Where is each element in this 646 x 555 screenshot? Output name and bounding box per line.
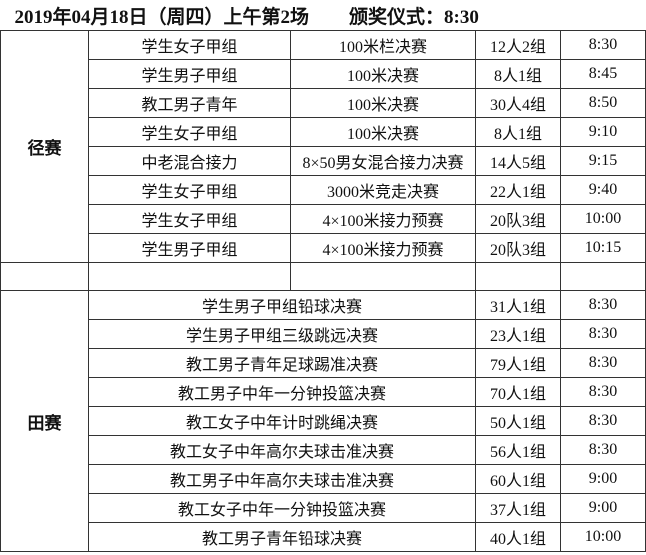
time: 8:30 (559, 30, 646, 60)
event: 教工男子中年高尔夫球击准决赛 (88, 464, 476, 494)
time: 8:30 (559, 319, 646, 349)
empty-cell (0, 262, 89, 291)
event: 学生男子甲组三级跳远决赛 (88, 319, 476, 349)
time: 9:10 (559, 117, 646, 147)
event: 学生男子甲组铅球决赛 (88, 290, 476, 320)
field-row: 教工女子中年高尔夫球击准决赛 56人1组 8:30 (1, 435, 646, 465)
count: 8人1组 (475, 59, 561, 89)
count: 40人1组 (475, 522, 561, 552)
count: 12人2组 (475, 30, 561, 60)
track-row: 教工男子青年 100米决赛 30人4组 8:50 (1, 88, 646, 118)
field-row: 教工男子青年足球踢准决赛 79人1组 8:30 (1, 348, 646, 378)
ceremony: 颁奖仪式：8:30 (349, 6, 479, 28)
count: 14人5组 (475, 146, 561, 176)
event: 教工男子中年一分钟投篮决赛 (88, 377, 476, 407)
track-row: 学生女子甲组 3000米竞走决赛 22人1组 9:40 (1, 175, 646, 205)
section-label: 田赛 (0, 290, 89, 552)
count: 23人1组 (475, 319, 561, 349)
track-row: 径赛 学生女子甲组 100米栏决赛 12人2组 8:30 (0, 30, 646, 263)
count: 79人1组 (475, 348, 561, 378)
empty-cell (88, 262, 291, 291)
count: 20队3组 (475, 204, 561, 234)
event: 100米决赛 (290, 117, 476, 147)
empty-cell (475, 262, 561, 291)
time: 9:00 (559, 464, 646, 494)
event: 4×100米接力预赛 (290, 204, 476, 234)
field-row: 教工女子中年一分钟投篮决赛 37人1组 9:00 (1, 493, 646, 523)
event: 8×50男女混合接力决赛 (290, 146, 476, 176)
group: 中老混合接力 (88, 146, 291, 176)
time: 8:30 (559, 290, 646, 320)
count: 20队3组 (475, 233, 561, 263)
track-row: 中老混合接力 8×50男女混合接力决赛 14人5组 9:15 (1, 146, 646, 176)
time: 10:00 (559, 204, 646, 234)
event: 教工男子青年铅球决赛 (88, 522, 476, 552)
group: 学生女子甲组 (88, 30, 291, 60)
field-row: 教工男子中年高尔夫球击准决赛 60人1组 9:00 (1, 464, 646, 494)
count: 22人1组 (475, 175, 561, 205)
group: 学生女子甲组 (88, 117, 291, 147)
header-row: 2019年04月18日（周四）上午第2场 颁奖仪式：8:30 (1, 0, 646, 31)
count: 31人1组 (475, 290, 561, 320)
group: 学生男子甲组 (88, 59, 291, 89)
time: 8:30 (559, 435, 646, 465)
event: 教工女子中年高尔夫球击准决赛 (88, 435, 476, 465)
time: 8:30 (559, 348, 646, 378)
event: 教工男子青年足球踢准决赛 (88, 348, 476, 378)
title: 2019年04月18日（周四）上午第2场 (14, 6, 310, 28)
group: 学生女子甲组 (88, 175, 291, 205)
event: 教工女子中年一分钟投篮决赛 (88, 493, 476, 523)
event: 教工女子中年计时跳绳决赛 (88, 406, 476, 436)
header: 2019年04月18日（周四）上午第2场 颁奖仪式：8:30 (1, 0, 646, 31)
time: 8:50 (559, 88, 646, 118)
event: 4×100米接力预赛 (290, 233, 476, 263)
time: 10:00 (559, 522, 646, 552)
group: 教工男子青年 (88, 88, 291, 118)
time: 8:30 (559, 377, 646, 407)
field-row: 学生男子甲组三级跳远决赛 23人1组 8:30 (1, 319, 646, 349)
event: 100米决赛 (290, 59, 476, 89)
time: 9:40 (559, 175, 646, 205)
field-row: 教工女子中年计时跳绳决赛 50人1组 8:30 (1, 406, 646, 436)
count: 56人1组 (475, 435, 561, 465)
track-row: 学生女子甲组 4×100米接力预赛 20队3组 10:00 (1, 204, 646, 234)
count: 30人4组 (475, 88, 561, 118)
time: 8:45 (559, 59, 646, 89)
track-row: 学生女子甲组 100米决赛 8人1组 9:10 (1, 117, 646, 147)
field-row: 田赛 学生男子甲组铅球决赛 31人1组 8:30 (0, 290, 646, 552)
group: 学生男子甲组 (88, 233, 291, 263)
count: 50人1组 (475, 406, 561, 436)
track-row: 学生男子甲组 100米决赛 8人1组 8:45 (1, 59, 646, 89)
time: 9:15 (559, 146, 646, 176)
count: 70人1组 (475, 377, 561, 407)
count: 37人1组 (475, 493, 561, 523)
section-label: 径赛 (0, 30, 89, 263)
count: 8人1组 (475, 117, 561, 147)
field-row: 教工男子青年铅球决赛 40人1组 10:00 (1, 522, 646, 552)
count: 60人1组 (475, 464, 561, 494)
time: 10:15 (559, 233, 646, 263)
track-row: 学生男子甲组 4×100米接力预赛 20队3组 10:15 (1, 233, 646, 263)
event: 3000米竞走决赛 (290, 175, 476, 205)
time: 9:00 (559, 493, 646, 523)
event: 100米决赛 (290, 88, 476, 118)
blank-row (0, 262, 646, 291)
time: 8:30 (559, 406, 646, 436)
group: 学生女子甲组 (88, 204, 291, 234)
empty-cell (559, 262, 646, 291)
event: 100米栏决赛 (290, 30, 476, 60)
field-row: 教工男子中年一分钟投篮决赛 70人1组 8:30 (1, 377, 646, 407)
empty-cell (290, 262, 476, 291)
